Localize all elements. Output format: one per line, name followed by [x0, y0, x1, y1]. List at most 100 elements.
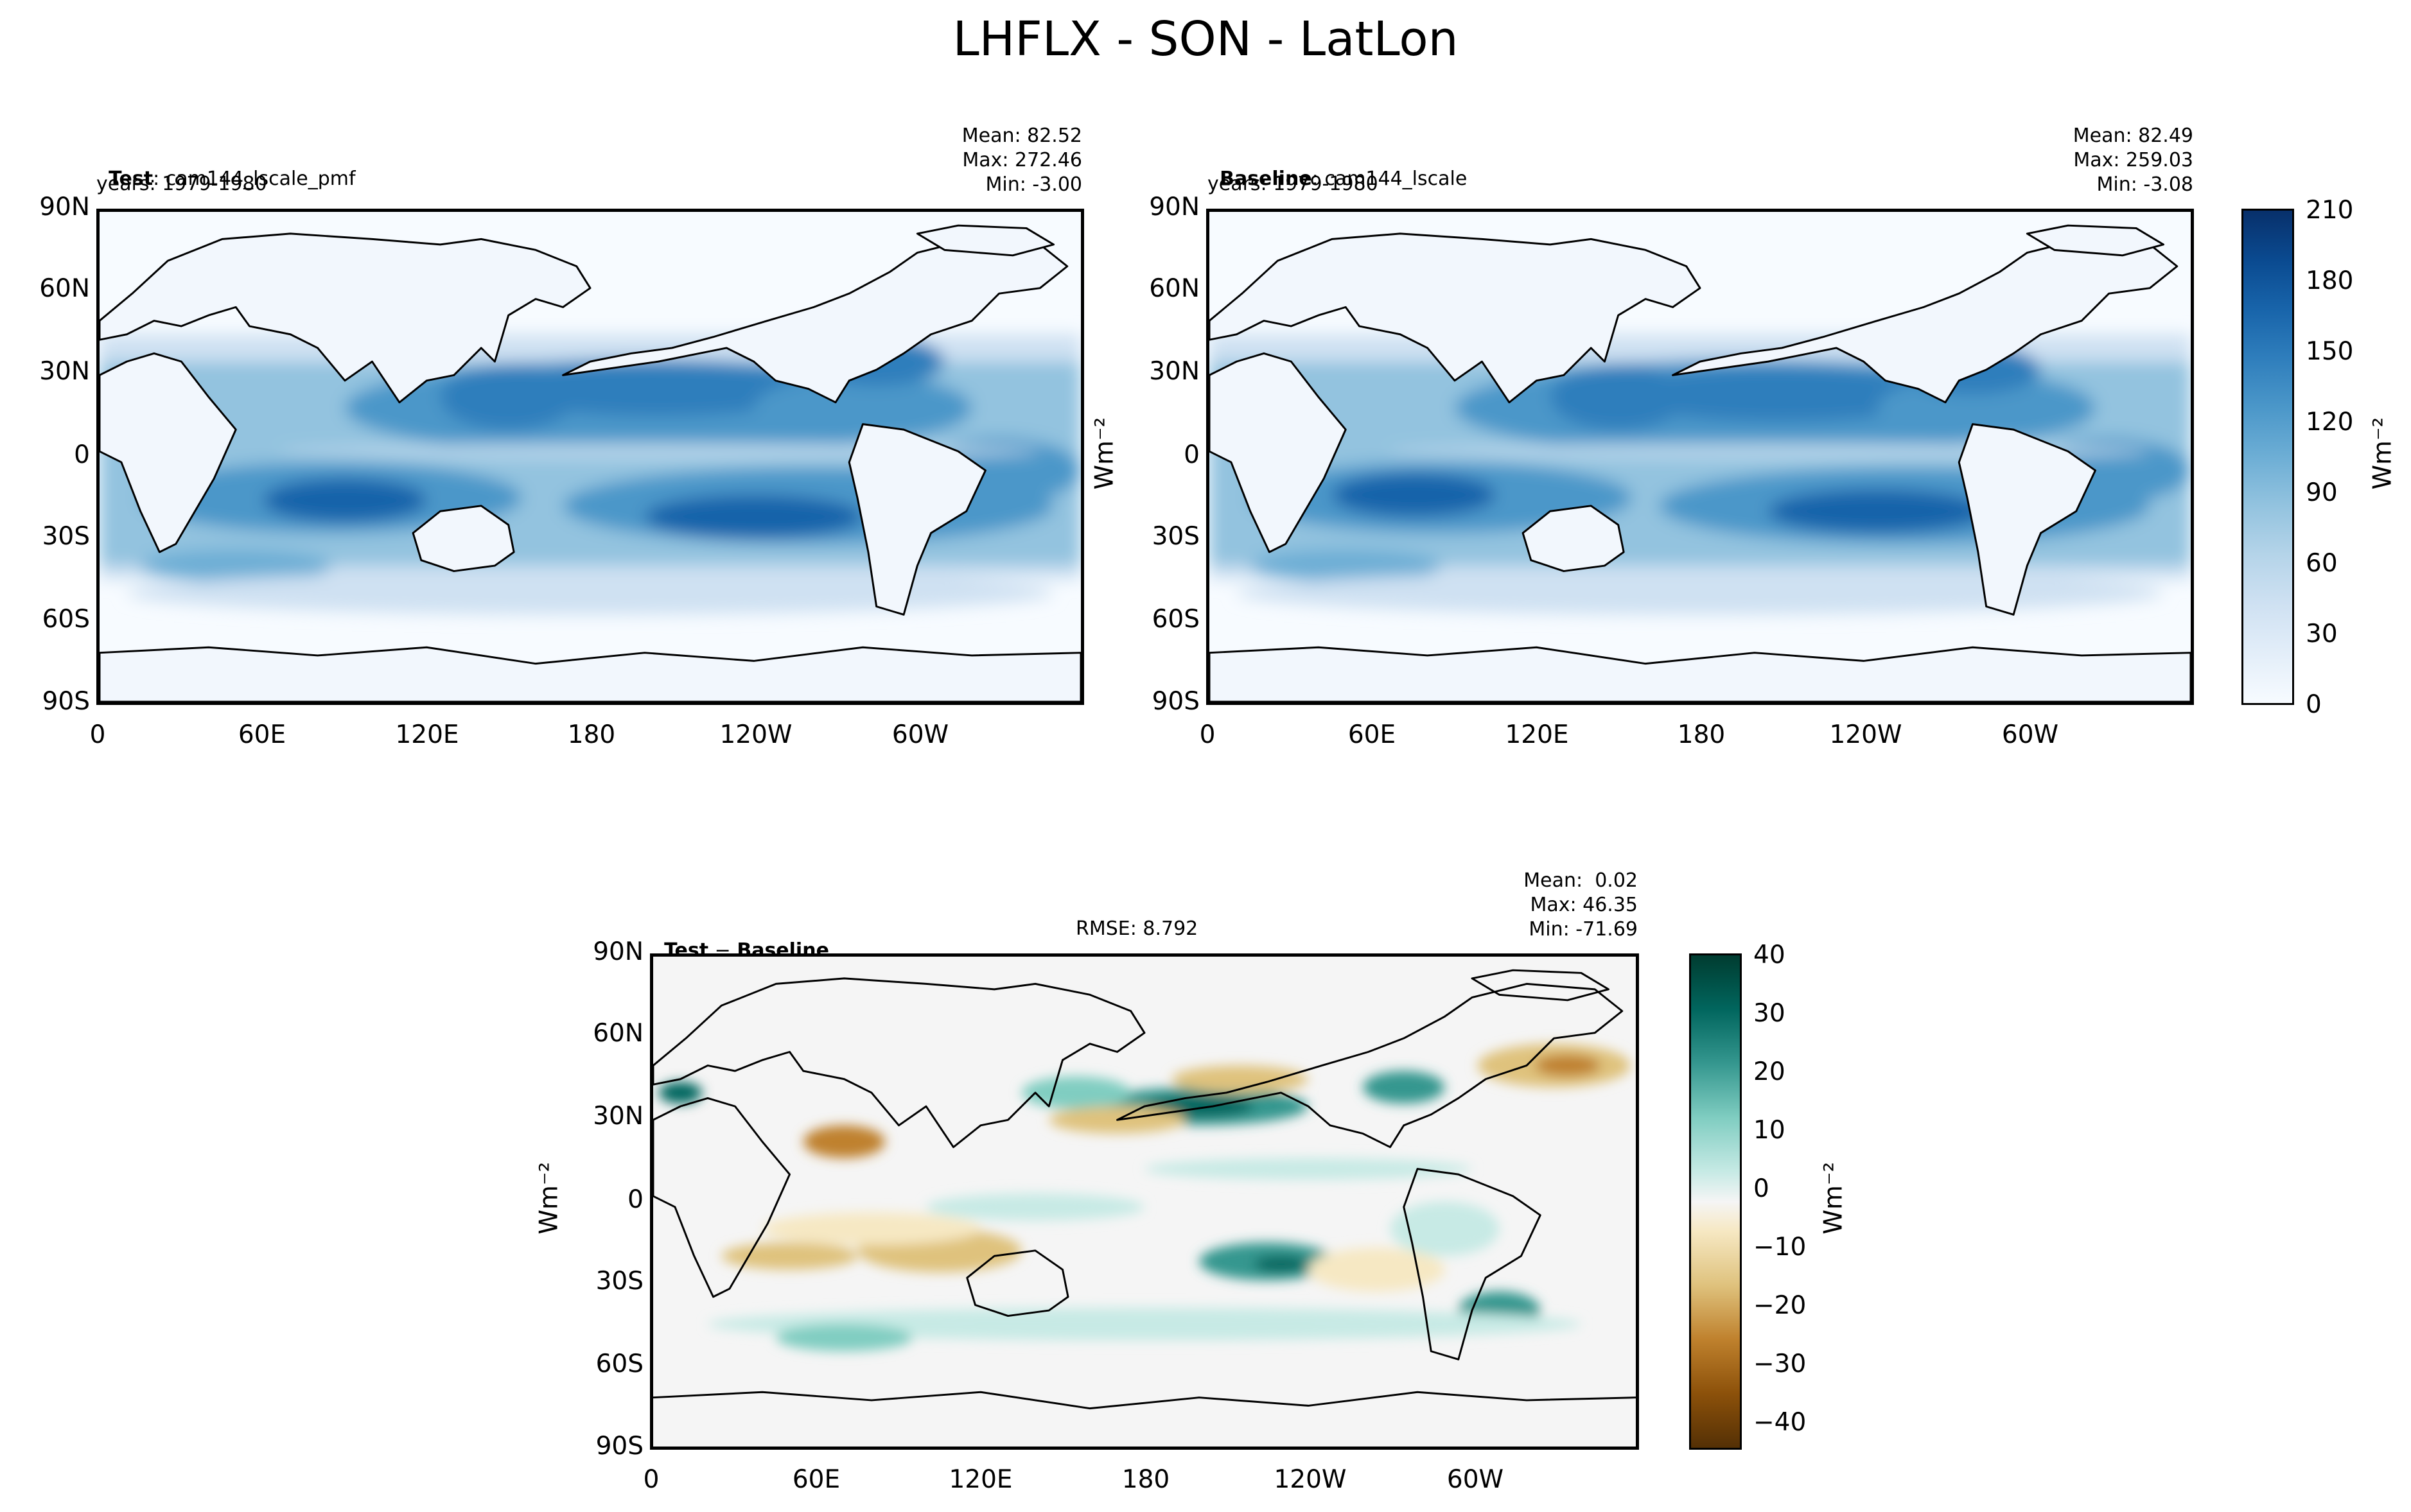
diff-stat-max: Max: 46.35: [1530, 894, 1638, 916]
baseline-land-north-america: [1672, 238, 2179, 404]
test-years: years: 1979-1980: [96, 173, 267, 195]
diff-ylabel: Wm⁻²: [534, 1161, 564, 1235]
blues-cbar-tick-2: 150: [2306, 337, 2354, 366]
brbg-cbar-tick-0: 40: [1753, 941, 1785, 969]
baseline-ytick-5: 60S: [1152, 605, 1200, 634]
diff-land-eurasia: [653, 977, 1146, 1149]
blues-cbar-label: Wm⁻²: [2368, 417, 2398, 490]
test-ytick-0: 90N: [39, 193, 90, 222]
diff-xtick-0: 0: [643, 1465, 660, 1494]
baseline-land-australia: [1521, 505, 1625, 573]
test-land: [100, 224, 1081, 702]
baseline-ytick-0: 90N: [1149, 193, 1200, 222]
test-label-bold: Test: [109, 168, 153, 190]
blues-cbar-tick-5: 60: [2306, 549, 2338, 578]
test-ytick-2: 30N: [39, 357, 90, 386]
blues-cbar-tick-6: 30: [2306, 620, 2338, 648]
diff-stat-mean: Mean: 0.02: [1523, 869, 1638, 892]
diff-land-north-america: [1116, 982, 1624, 1149]
test-label-case: : cam144_lscale_pmf: [153, 168, 356, 190]
diff-land-antarctica: [653, 1391, 1636, 1410]
baseline-map-svg: [1209, 212, 2191, 702]
diff-xtick-4: 120W: [1274, 1465, 1347, 1494]
baseline-land-antarctica: [1209, 646, 2191, 702]
brbg-cbar-tick-1: 30: [1753, 999, 1785, 1028]
test-land-south-america: [848, 423, 986, 616]
figure-title: LHFLX - SON - LatLon: [952, 12, 1459, 67]
diff-ytick-4: 30S: [595, 1267, 644, 1296]
diff-stat-min: Min: -71.69: [1529, 918, 1638, 941]
diff-land-greenland: [1471, 969, 1609, 1002]
diff-rmse: RMSE: 8.792: [1076, 917, 1198, 940]
baseline-xtick-3: 180: [1677, 720, 1726, 749]
blues-cbar-tick-1: 180: [2306, 266, 2354, 295]
test-land-eurasia: [100, 232, 592, 404]
test-ytick-4: 30S: [42, 522, 90, 551]
diff-ytick-1: 60N: [593, 1019, 644, 1048]
brbg-cbar-tick-8: −40: [1753, 1408, 1807, 1437]
baseline-years: years: 1979-1980: [1207, 173, 1378, 195]
brbg-cbar-tick-6: −20: [1753, 1291, 1807, 1320]
diff-field: [658, 1043, 1631, 1351]
blues-colorbar: [2241, 209, 2294, 705]
baseline-xtick-5: 60W: [2001, 720, 2059, 749]
baseline-land: [1209, 224, 2191, 702]
diff-land-australia: [966, 1249, 1069, 1317]
baseline-ytick-1: 60N: [1149, 274, 1200, 303]
blues-cbar-tick-0: 210: [2306, 196, 2354, 225]
baseline-ylabel: Wm⁻²: [1090, 417, 1119, 490]
baseline-ytick-6: 90S: [1152, 687, 1200, 716]
test-xtick-4: 120W: [719, 720, 793, 749]
test-ytick-6: 90S: [42, 687, 90, 716]
diff-map-svg: [653, 957, 1636, 1447]
baseline-ytick-4: 30S: [1152, 522, 1200, 551]
baseline-land-eurasia: [1209, 232, 1701, 404]
diff-xtick-2: 120E: [949, 1465, 1013, 1494]
test-land-africa: [100, 352, 237, 553]
test-stat-min: Min: -3.00: [985, 173, 1083, 196]
brbg-cbar-tick-5: −10: [1753, 1233, 1807, 1262]
baseline-map: [1206, 209, 2194, 705]
test-label: Test: cam144_lscale_pmf: [96, 146, 356, 190]
diff-ytick-2: 30N: [593, 1102, 644, 1131]
diff-background: [653, 957, 1636, 1447]
baseline-xtick-4: 120W: [1829, 720, 1902, 749]
brbg-cbar-tick-2: 20: [1753, 1057, 1785, 1086]
baseline-xtick-0: 0: [1199, 720, 1216, 749]
test-stat-max: Max: 272.46: [962, 149, 1082, 171]
diff-land: [653, 969, 1636, 1410]
baseline-xtick-2: 120E: [1505, 720, 1569, 749]
baseline-xtick-1: 60E: [1347, 720, 1396, 749]
diff-xtick-5: 60W: [1446, 1465, 1504, 1494]
blues-cbar-tick-7: 0: [2306, 690, 2322, 719]
blues-cbar-tick-4: 90: [2306, 478, 2338, 507]
baseline-land-south-america: [1958, 423, 2096, 616]
baseline-label-case: : cam144_lscale: [1311, 168, 1468, 190]
test-map: [96, 209, 1084, 705]
test-ytick-1: 60N: [39, 274, 90, 303]
diff-map: [650, 953, 1639, 1450]
diff-ytick-0: 90N: [593, 937, 644, 966]
diff-ytick-5: 60S: [595, 1350, 644, 1378]
test-land-antarctica: [100, 646, 1081, 702]
test-map-svg: [100, 212, 1081, 702]
diff-land-africa: [653, 1097, 791, 1298]
baseline-ytick-3: 0: [1184, 440, 1200, 469]
baseline-label-bold: Baseline: [1220, 168, 1312, 190]
diff-ytick-6: 90S: [595, 1432, 644, 1461]
test-land-australia: [412, 505, 515, 573]
test-xtick-2: 120E: [395, 720, 459, 749]
diff-xtick-1: 60E: [792, 1465, 841, 1494]
test-xtick-3: 180: [567, 720, 616, 749]
test-xtick-0: 0: [89, 720, 106, 749]
brbg-cbar-tick-3: 10: [1753, 1116, 1785, 1145]
test-land-north-america: [562, 238, 1069, 404]
test-land-greenland: [916, 224, 1055, 257]
baseline-ytick-2: 30N: [1149, 357, 1200, 386]
baseline-stat-mean: Mean: 82.49: [2073, 125, 2193, 147]
test-xtick-5: 60W: [891, 720, 949, 749]
diff-ytick-3: 0: [627, 1185, 644, 1214]
test-stat-mean: Mean: 82.52: [961, 125, 1082, 147]
baseline-land-greenland: [2026, 224, 2165, 257]
brbg-colorbar: [1689, 953, 1742, 1450]
